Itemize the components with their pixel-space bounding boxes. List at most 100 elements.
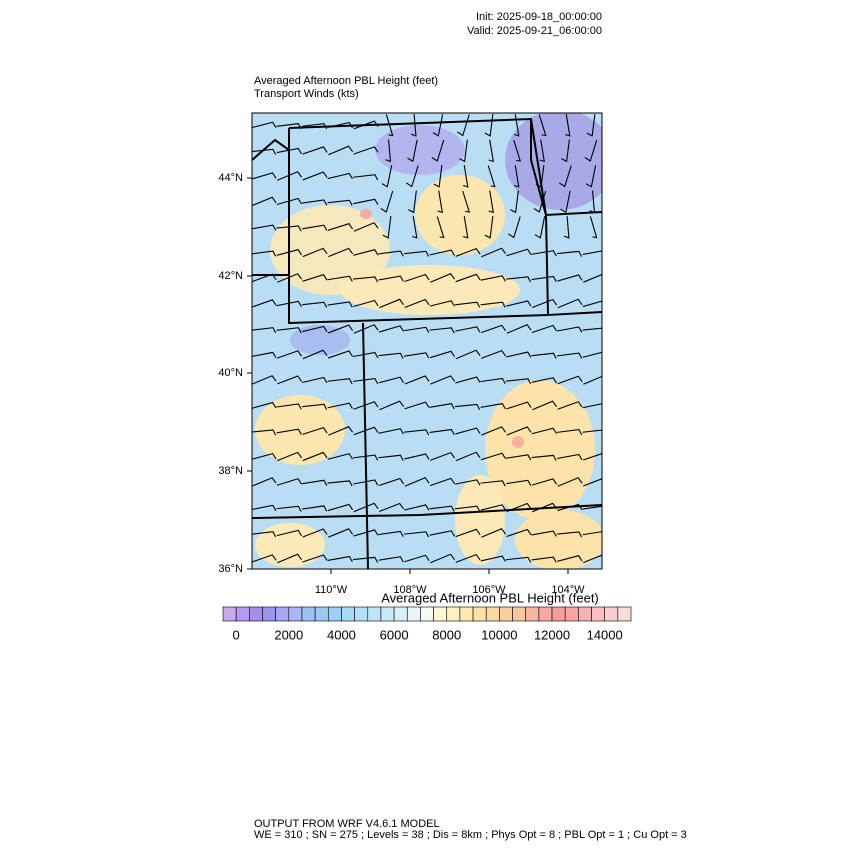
wind-barb bbox=[382, 216, 392, 239]
wind-barb bbox=[276, 478, 303, 486]
wind-barb bbox=[252, 172, 277, 180]
wind-barb bbox=[506, 248, 532, 257]
wind-barb bbox=[557, 477, 583, 487]
wind-barb bbox=[302, 426, 328, 435]
wind-barb bbox=[328, 145, 354, 156]
map-field bbox=[252, 113, 602, 569]
wind-barb bbox=[506, 300, 532, 307]
colorbar-label: 12000 bbox=[534, 627, 570, 642]
wind-barb bbox=[582, 453, 602, 461]
colorbar-label: 8000 bbox=[432, 627, 461, 642]
wind-barb bbox=[252, 224, 277, 231]
wind-barb bbox=[455, 479, 481, 486]
wind-barb bbox=[531, 352, 557, 359]
wind-barb bbox=[378, 556, 404, 563]
wind-barb bbox=[480, 452, 507, 461]
colorbar-box bbox=[380, 606, 395, 622]
wind-barb bbox=[436, 216, 445, 239]
wind-barb bbox=[531, 454, 557, 461]
colorbar-label: 0 bbox=[233, 627, 240, 642]
wind-barb bbox=[480, 403, 506, 410]
wind-barb bbox=[582, 327, 602, 331]
wind-barb bbox=[585, 165, 597, 188]
wind-barb bbox=[410, 113, 417, 137]
wind-barb bbox=[429, 403, 455, 410]
lat-label: 42°N bbox=[218, 270, 243, 282]
lon-label: 104°W bbox=[551, 584, 585, 596]
colorbar-label: 4000 bbox=[327, 627, 356, 642]
wind-barb bbox=[480, 377, 506, 385]
wind-barb bbox=[429, 249, 455, 256]
valid-time: Valid: 2025-09-21_06:00:00 bbox=[467, 25, 602, 37]
wind-barb bbox=[252, 531, 277, 538]
colorbar-box bbox=[564, 606, 579, 622]
wind-barb bbox=[582, 429, 602, 433]
wind-barb bbox=[404, 352, 430, 359]
wind-barb bbox=[455, 247, 481, 257]
wind-barb bbox=[302, 247, 328, 258]
wind-barb bbox=[556, 250, 583, 257]
colorbar-box bbox=[275, 606, 290, 622]
wind-barb bbox=[252, 196, 277, 207]
colorbar-box bbox=[512, 606, 527, 622]
wind-barb bbox=[302, 274, 328, 282]
wind-barb bbox=[480, 504, 506, 511]
wind-barb bbox=[327, 199, 353, 206]
wind-barb bbox=[481, 426, 507, 436]
wind-barb bbox=[481, 247, 507, 258]
wind-barb bbox=[252, 250, 277, 257]
wind-barb bbox=[252, 121, 277, 129]
wind-barb bbox=[378, 477, 405, 487]
wind-barb bbox=[380, 190, 394, 213]
colorbar-box bbox=[314, 606, 329, 622]
wind-barb bbox=[407, 139, 418, 163]
wind-barb bbox=[506, 276, 532, 283]
wind-barb bbox=[353, 174, 379, 181]
colorbar-box bbox=[341, 606, 355, 622]
colorbar-box bbox=[367, 606, 382, 622]
wind-barb bbox=[430, 273, 456, 283]
lat-label: 44°N bbox=[218, 172, 243, 184]
colorbar-label: 2000 bbox=[274, 627, 303, 642]
colorbar-box bbox=[472, 606, 487, 622]
wind-barb bbox=[276, 300, 302, 307]
wind-barb bbox=[277, 375, 303, 385]
wind-barb bbox=[404, 531, 430, 538]
wind-barb bbox=[433, 165, 443, 188]
wind-barb bbox=[565, 114, 571, 137]
wind-barb bbox=[429, 300, 455, 307]
lat-label: 36°N bbox=[218, 563, 243, 575]
wind-barb bbox=[455, 427, 481, 435]
wind-barb bbox=[429, 505, 455, 512]
wind-barb bbox=[352, 276, 379, 283]
wind-barb bbox=[404, 298, 430, 309]
colorbar-box bbox=[499, 606, 513, 622]
wind-barb bbox=[302, 171, 328, 181]
colorbar-label: 6000 bbox=[380, 627, 409, 642]
wind-barb bbox=[462, 190, 471, 213]
colorbar-box bbox=[525, 606, 540, 622]
colorbar-label: 10000 bbox=[481, 627, 517, 642]
wind-barb bbox=[353, 378, 379, 385]
wind-barb bbox=[404, 326, 430, 333]
wind-barb bbox=[302, 301, 328, 308]
wind-barb bbox=[276, 225, 302, 232]
wind-barb bbox=[378, 428, 404, 435]
wind-barb bbox=[302, 403, 328, 410]
wind-barb bbox=[252, 477, 277, 487]
wind-barb bbox=[531, 556, 557, 563]
colorbar-box bbox=[327, 606, 342, 622]
wind-barb bbox=[430, 451, 456, 461]
wind-barb bbox=[252, 554, 277, 563]
wind-barb bbox=[488, 139, 494, 163]
wind-barb bbox=[385, 139, 392, 163]
lat-label: 38°N bbox=[218, 465, 243, 477]
wind-barb bbox=[276, 350, 303, 359]
wind-barb bbox=[455, 273, 481, 283]
wind-barb bbox=[514, 165, 520, 188]
wind-barb bbox=[276, 147, 302, 155]
wind-barb bbox=[561, 139, 570, 163]
wind-barb bbox=[510, 190, 519, 214]
wind-barb bbox=[353, 299, 379, 308]
